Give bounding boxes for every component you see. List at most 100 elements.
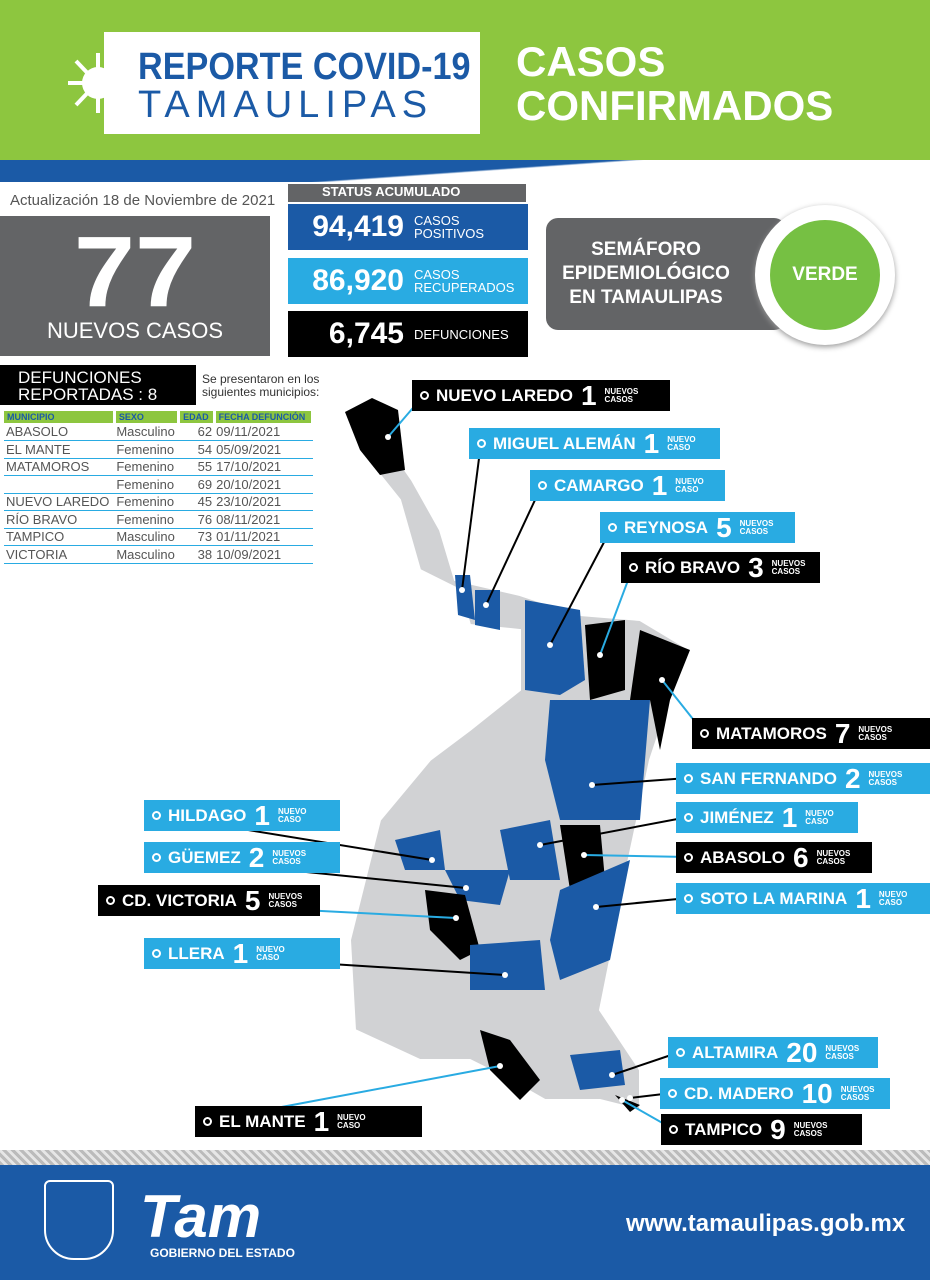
region-nuevo-laredo <box>345 398 405 475</box>
case-suffix: NUEVOS CASOS <box>604 386 639 404</box>
leader-end <box>597 652 603 658</box>
suffix-line: NUEVOS <box>771 558 806 568</box>
municipality-label: CD. MADERO 10 NUEVOS CASOS <box>660 1078 890 1109</box>
status-value: 6,745 <box>328 317 404 350</box>
suffix-line: CASOS <box>858 732 887 742</box>
table-cell: EL MANTE <box>4 440 115 459</box>
table-cell: Masculino <box>114 528 179 546</box>
region-san-fernando <box>545 700 650 820</box>
leader-end <box>659 677 665 683</box>
table-cell: 20/10/2021 <box>214 475 313 494</box>
case-count: 5 <box>716 511 732 543</box>
case-suffix: NUEVO CASO <box>337 1113 365 1130</box>
status-value: 94,419 <box>312 210 404 243</box>
table-cell: Femenino <box>114 458 179 476</box>
suffix-line: CASO <box>667 442 691 452</box>
table-cell: Masculino <box>114 545 179 564</box>
suffix-line: CASOS <box>268 899 297 909</box>
suffix-line: CASOS <box>272 856 301 866</box>
municipality-label: RÍO BRAVO 3 NUEVOS CASOS <box>621 552 820 583</box>
leader-end <box>497 1063 503 1069</box>
table-row: Femenino 69 20/10/2021 <box>4 475 313 494</box>
municipality-label: REYNOSA 5 NUEVOS CASOS <box>600 512 795 543</box>
region-victoria <box>425 890 480 960</box>
leader-end <box>429 857 435 863</box>
municipality-name: CD. MADERO <box>684 1083 794 1103</box>
municipality-label: MIGUEL ALEMÁN 1 NUEVO CASO <box>469 428 720 459</box>
report-subtitle: TAMAULIPAS <box>138 84 434 126</box>
suffix-line: CASO <box>805 816 829 826</box>
suffix-line: NUEVO <box>256 944 285 954</box>
case-count: 6 <box>793 841 809 873</box>
update-date: Actualización 18 de Noviembre de 2021 <box>10 192 276 209</box>
marker-dot-icon <box>684 813 693 822</box>
title-box <box>104 32 480 134</box>
marker-dot-icon <box>668 1089 677 1098</box>
marker-dot-icon <box>152 853 161 862</box>
column-header: MUNICIPIO <box>4 411 116 423</box>
suffix-line: NUEVO <box>805 808 834 818</box>
case-suffix: NUEVO CASO <box>675 477 703 494</box>
table-cell: Masculino <box>114 423 179 441</box>
municipality-name: LLERA <box>168 943 225 963</box>
marker-dot-icon <box>106 896 115 905</box>
table-cell: NUEVO LAREDO <box>4 493 115 511</box>
new-cases-box: 77 NUEVOS CASOS <box>0 216 270 356</box>
table-cell: VICTORIA <box>4 545 115 564</box>
label-line: CASOS <box>414 267 460 282</box>
suffix-line: NUEVOS <box>793 1120 828 1130</box>
suffix-line: NUEVOS <box>604 386 639 396</box>
section-line1: CASOS <box>516 38 666 85</box>
municipality-name: NUEVO LAREDO <box>436 385 573 405</box>
status-label: DEFUNCIONES <box>414 326 509 342</box>
semaforo-line: SEMÁFORO <box>591 239 701 260</box>
table-cell: 10/09/2021 <box>214 545 313 564</box>
municipality-label: GÜEMEZ 2 NUEVOS CASOS <box>144 842 340 873</box>
table-cell: Femenino <box>114 440 179 459</box>
suffix-line: CASOS <box>604 394 633 404</box>
marker-dot-icon <box>676 1048 685 1057</box>
leader-end <box>547 642 553 648</box>
municipality-label: MATAMOROS 7 NUEVOS CASOS <box>692 718 930 749</box>
suffix-line: NUEVO <box>878 889 908 899</box>
marker-dot-icon <box>669 1125 678 1134</box>
new-cases-value: 77 <box>73 216 197 328</box>
case-count: 7 <box>834 717 851 749</box>
suffix-line: CASO <box>675 484 699 494</box>
municipality-name: ALTAMIRA <box>692 1042 779 1062</box>
leader-end <box>453 915 459 921</box>
suffix-line: CASO <box>878 897 903 907</box>
case-count: 10 <box>801 1077 833 1109</box>
section-line2: CONFIRMADOS <box>516 82 834 129</box>
table-cell: 73 <box>178 528 215 546</box>
marker-dot-icon <box>608 523 617 532</box>
municipality-name: SAN FERNANDO <box>700 768 837 788</box>
status-deaths: 6,745 DEFUNCIONES <box>288 311 528 357</box>
marker-dot-icon <box>152 811 161 820</box>
suffix-line: CASOS <box>825 1051 854 1061</box>
region-altamira <box>570 1050 625 1090</box>
region-camargo <box>475 590 500 630</box>
case-count: 1 <box>580 379 597 411</box>
case-count: 1 <box>254 799 270 831</box>
website-link[interactable]: www.tamaulipas.gob.mx <box>626 1210 906 1237</box>
government-logo: Tam <box>140 1183 262 1250</box>
municipality-name: RÍO BRAVO <box>645 557 741 577</box>
note-line: Se presentaron en los <box>202 372 320 386</box>
municipality-label: NUEVO LAREDO 1 NUEVOS CASOS <box>412 380 670 411</box>
leader-line <box>549 526 613 646</box>
table-cell: 08/11/2021 <box>214 510 313 529</box>
municipality-name: GÜEMEZ <box>168 847 241 867</box>
suffix-line: NUEVOS <box>825 1043 860 1053</box>
municipality-name: EL MANTE <box>219 1111 306 1131</box>
leader-end <box>459 587 465 593</box>
marker-dot-icon <box>538 481 547 490</box>
table-cell: ABASOLO <box>4 423 115 441</box>
status-positive: 94,419 CASOS POSITIVOS <box>288 204 528 250</box>
leader-end <box>619 1097 625 1103</box>
status-title: STATUS ACUMULADO <box>288 184 526 202</box>
marker-dot-icon <box>152 949 161 958</box>
table-cell: 09/11/2021 <box>214 423 313 441</box>
leader-end <box>483 602 489 608</box>
table-row: RÍO BRAVO Femenino 76 08/11/2021 <box>4 510 313 529</box>
